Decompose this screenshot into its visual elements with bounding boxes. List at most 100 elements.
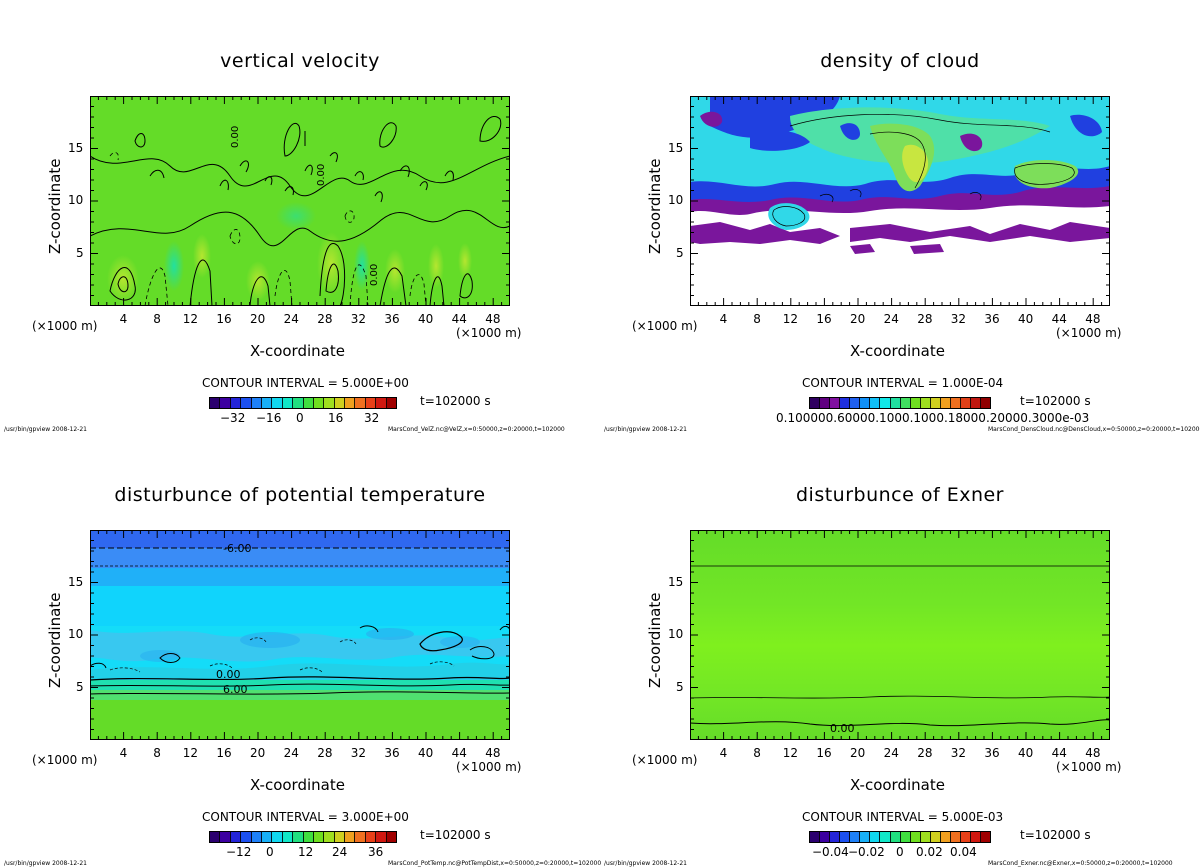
x-tick-label: 28: [317, 312, 333, 326]
x-unit-right: (×1000 m): [456, 760, 522, 774]
colorbar-tick-label: 16: [328, 411, 344, 425]
x-tick-label: 48: [485, 746, 501, 760]
x-unit-left: (×1000 m): [632, 319, 698, 333]
time-stamp: t=102000 s: [1020, 394, 1091, 408]
x-unit-left: (×1000 m): [32, 753, 98, 767]
x-unit-right: (×1000 m): [456, 326, 522, 340]
x-tick-label: 12: [182, 746, 199, 760]
z-axis-label: Z-coordinate: [646, 158, 664, 254]
z-axis-label: Z-coordinate: [646, 592, 664, 688]
x-tick-label: 16: [816, 746, 832, 760]
colorbar-tick-label: −16: [256, 411, 282, 425]
z-tick-label: 5: [676, 245, 684, 260]
plot-area: 0.00: [690, 530, 1110, 740]
contour-label: 0.00: [230, 126, 241, 148]
plot-title: disturbunce of Exner: [795, 484, 1004, 506]
x-tick-label: 40: [1018, 312, 1034, 326]
x-tick-label: 36: [984, 312, 1000, 326]
x-axis-label: X-coordinate: [850, 776, 945, 794]
colorbar-tick-label: 0: [296, 411, 304, 425]
x-tick-label: 12: [782, 746, 799, 760]
z-tick-label: 10: [68, 627, 84, 641]
x-tick-label: 32: [950, 312, 967, 326]
x-tick-label: 24: [883, 746, 899, 760]
colorbar: [809, 831, 991, 843]
x-tick-label: 20: [850, 746, 866, 760]
z-axis-label: Z-coordinate: [46, 592, 64, 688]
x-tick-label: 4: [119, 746, 128, 760]
footer-program: /usr/bin/gpview 2008-12-21: [4, 426, 87, 433]
plot-title: density of cloud: [820, 50, 980, 72]
x-unit-left: (×1000 m): [632, 753, 698, 767]
x-tick-label: 24: [883, 312, 899, 326]
colorbar-tick-label: −0.04: [812, 845, 849, 859]
x-tick-label: 28: [317, 746, 333, 760]
colorbar-tick-label: 0.100000.60000.1000.1000.18000.20000.300…: [776, 411, 1090, 425]
colorbar-tick-label: 0: [266, 845, 274, 859]
footer-source: MarsCond_DensCloud.nc@DensCloud,x=0:5000…: [988, 426, 1200, 433]
x-tick-label: 36: [984, 746, 1000, 760]
x-tick-label: 48: [1085, 312, 1101, 326]
velocity-field: 0.00 0.00 0.00: [90, 96, 510, 306]
x-tick-label: 40: [418, 746, 434, 760]
colorbar-tick-label: 12: [298, 845, 314, 859]
colorbar-tick-label: 0.04: [950, 845, 977, 859]
x-tick-label: 8: [753, 746, 761, 760]
x-tick-label: 44: [451, 312, 467, 326]
x-unit-right: (×1000 m): [1056, 326, 1122, 340]
panel-vertical-velocity: vertical velocity: [0, 0, 600, 434]
x-axis-label: X-coordinate: [250, 342, 345, 360]
x-tick-label: 8: [753, 312, 761, 326]
x-tick-label: 12: [782, 312, 799, 326]
colorbar: [209, 831, 397, 843]
z-tick-label: 10: [668, 627, 684, 641]
x-tick-label: 40: [418, 312, 434, 326]
plot-area: [690, 96, 1110, 306]
x-tick-label: 48: [1085, 746, 1101, 760]
x-tick-label: 48: [485, 312, 501, 326]
contour-label: 6.00: [223, 683, 248, 696]
x-tick-label: 32: [350, 746, 367, 760]
colorbar-tick-label: 0.02: [916, 845, 943, 859]
footer-program: /usr/bin/gpview 2008-12-21: [604, 860, 687, 867]
x-tick-label: 4: [719, 746, 728, 760]
plot-area: 0.00 0.00 0.00: [90, 96, 510, 306]
contour-label: 0.00: [316, 164, 327, 186]
z-tick-label: 5: [76, 679, 84, 694]
contour-interval: CONTOUR INTERVAL = 3.000E+00: [202, 810, 409, 824]
x-tick-label: 44: [451, 746, 467, 760]
colorbar-tick-label: −0.02: [848, 845, 885, 859]
colorbar-tick-label: −32: [220, 411, 246, 425]
potential-temperature-field: -6.00 0.00 6.00: [90, 530, 510, 740]
footer-source: MarsCond_PotTemp.nc@PotTempDist,x=0:5000…: [388, 860, 602, 867]
x-tick-label: 20: [850, 312, 866, 326]
z-tick-label: 15: [668, 574, 684, 589]
x-tick-label: 32: [950, 746, 967, 760]
panel-density-of-cloud: density of cloud: [600, 0, 1200, 434]
contour-interval: CONTOUR INTERVAL = 5.000E+00: [202, 376, 409, 390]
panel-exner: disturbunce of Exner 0.00 5 10 15 4 8 12 1: [600, 434, 1200, 868]
x-axis-label: X-coordinate: [850, 342, 945, 360]
colorbar: [209, 397, 397, 409]
z-tick-label: 5: [676, 679, 684, 694]
x-tick-label: 16: [816, 312, 832, 326]
x-tick-label: 44: [1051, 312, 1067, 326]
z-tick-label: 10: [668, 193, 684, 207]
z-tick-label: 15: [668, 140, 684, 155]
x-tick-label: 36: [384, 746, 400, 760]
z-tick-label: 15: [68, 140, 84, 155]
contour-label: 0.00: [369, 264, 380, 286]
plot-area: -6.00 0.00 6.00: [90, 530, 510, 740]
colorbar-tick-label: 24: [332, 845, 348, 859]
x-tick-label: 8: [153, 312, 161, 326]
contour-label: -6.00: [223, 542, 251, 555]
x-tick-label: 4: [719, 312, 728, 326]
z-tick-label: 15: [68, 574, 84, 589]
x-tick-label: 20: [250, 312, 266, 326]
footer-source: MarsCond_VelZ.nc@VelZ,x=0:50000,z=0:2000…: [388, 426, 565, 433]
footer-program: /usr/bin/gpview 2008-12-21: [4, 860, 87, 867]
x-unit-left: (×1000 m): [32, 319, 98, 333]
x-tick-label: 40: [1018, 746, 1034, 760]
footer-program: /usr/bin/gpview 2008-12-21: [604, 426, 687, 433]
contour-interval: CONTOUR INTERVAL = 5.000E-03: [802, 810, 1004, 824]
